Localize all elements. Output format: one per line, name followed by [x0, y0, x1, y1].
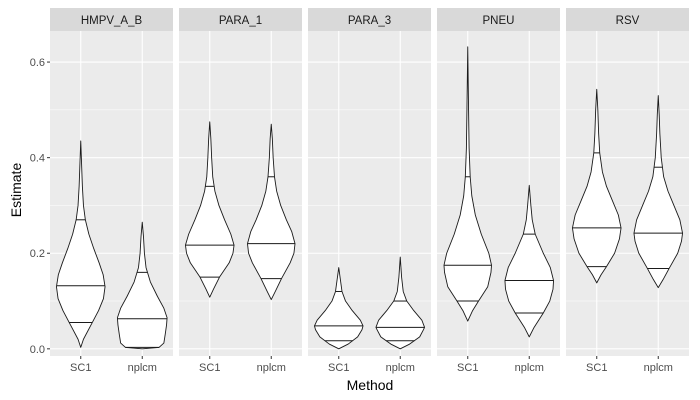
violin-SC1: [572, 88, 622, 284]
violin-SC1: [56, 140, 106, 348]
violin-SC1: [443, 46, 492, 322]
y-tick-label: 0.2: [30, 248, 45, 260]
x-tick-label: nplcm: [386, 362, 415, 374]
facet-panel: PARA_3 SC1 nplcm: [308, 8, 431, 374]
violin-nplcm: [247, 123, 296, 301]
facet-strip-label: RSV: [616, 15, 640, 27]
x-tick-label: nplcm: [644, 362, 673, 374]
facet-strip-label: PARA_1: [219, 15, 262, 27]
panel-background: [179, 31, 302, 356]
y-axis: 0.0 0.2 0.4 0.6: [30, 57, 50, 356]
x-tick-label: SC1: [328, 362, 349, 374]
violin-nplcm: [504, 184, 554, 338]
violin-SC1: [314, 267, 364, 350]
y-tick-label: 0.4: [30, 153, 45, 165]
x-tick-label: nplcm: [515, 362, 544, 374]
violin-nplcm: [375, 256, 425, 350]
x-tick-label: nplcm: [257, 362, 286, 374]
x-tick-label: SC1: [70, 362, 91, 374]
violin-nplcm: [116, 221, 168, 350]
violin-nplcm: [633, 95, 683, 289]
panel-background: [308, 31, 431, 356]
x-axis-title: Method: [347, 377, 394, 393]
facet-strip: [50, 8, 173, 31]
facet-strip-label: PARA_3: [348, 15, 391, 27]
facet-strip-label: PNEU: [483, 15, 515, 27]
facet-panel: RSV SC1 nplcm: [566, 8, 689, 374]
facet-panel: HMPV_A_B SC1 nplcm: [50, 8, 173, 374]
x-tick-label: SC1: [457, 362, 478, 374]
facet-strip: [308, 8, 431, 31]
x-tick-label: SC1: [586, 362, 607, 374]
x-tick-label: nplcm: [128, 362, 157, 374]
facet-strip: [566, 8, 689, 31]
facet-panel: PARA_1 SC1 nplcm: [179, 8, 302, 374]
facet-strip-label: HMPV_A_B: [81, 15, 143, 27]
facet-strip: [179, 8, 302, 31]
y-tick-label: 0.0: [30, 344, 45, 356]
facet-strip: [437, 8, 560, 31]
violin-SC1: [185, 121, 235, 298]
y-tick-label: 0.6: [30, 57, 45, 69]
facet-panel: PNEU SC1 nplcm: [437, 8, 560, 374]
facet-panels: HMPV_A_B SC1 nplcm PARA_1 SC1 nplcm PARA_3 SC1 n…: [50, 8, 689, 374]
x-tick-label: SC1: [199, 362, 220, 374]
y-axis-title: Estimate: [8, 163, 24, 218]
